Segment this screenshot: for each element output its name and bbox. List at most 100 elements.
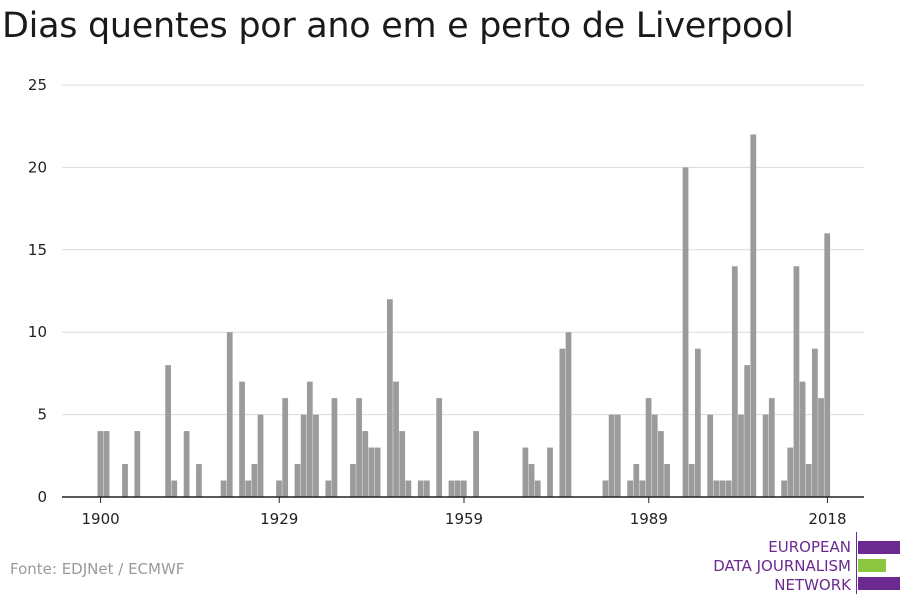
logo-line-1: EUROPEAN	[768, 538, 851, 556]
bar: 1999: 5	[707, 414, 714, 497]
bar: 1991: 4	[658, 431, 664, 497]
bar: 1949: 4	[399, 431, 406, 497]
bar: 2009: 6	[768, 398, 775, 497]
bar: 1904: 2	[122, 464, 128, 497]
x-tick-label: 1900	[81, 510, 119, 528]
bar: 2002: 1	[725, 480, 732, 497]
bar: 1944: 3	[368, 447, 375, 497]
x-tick-label: 1929	[260, 510, 298, 528]
bar: 1986: 1	[627, 480, 633, 497]
bars: 1900: 41901: 4 1904: 2 1906: 4 1911: 81912:…	[97, 134, 831, 497]
bar: 1959: 1	[460, 480, 467, 497]
y-tick-label: 15	[28, 241, 47, 259]
bar: 1971: 1	[534, 480, 541, 497]
chart-title: Dias quentes por ano em e perto de Liver…	[2, 6, 794, 46]
x-tick-label: 1959	[445, 510, 483, 528]
y-axis-tick-labels: 0 5 10 15 20 25	[28, 76, 47, 506]
bar: 1952: 1	[417, 480, 424, 497]
bar: 2008: 5	[762, 414, 769, 497]
bar: 1982: 1	[602, 480, 609, 497]
bar: 1987: 2	[633, 464, 640, 497]
bar: 1992: 2	[664, 464, 670, 497]
bar: 2012: 3	[787, 447, 794, 497]
bar: 1916: 2	[196, 464, 202, 497]
bar: 1945: 3	[374, 447, 381, 497]
bar: 1923: 7	[239, 381, 245, 497]
bar: 1953: 1	[423, 480, 430, 497]
bar: 2011: 1	[781, 480, 787, 497]
bar: 1990: 5	[651, 414, 658, 497]
bar: 1973: 3	[547, 447, 553, 497]
bar: 1997: 9	[694, 348, 701, 497]
bar: 2017: 6	[818, 398, 824, 497]
logo-bar-purple-bottom	[858, 577, 900, 590]
bar: 1950: 1	[405, 480, 412, 497]
bar: 1941: 2	[350, 464, 356, 497]
bar: 1942: 6	[356, 398, 362, 497]
bar: 1901: 4	[103, 431, 110, 497]
bar: 1938: 6	[331, 398, 338, 497]
bar: 1937: 1	[325, 480, 332, 497]
logo-text: EUROPEAN DATA JOURNALISM NETWORK	[713, 538, 851, 595]
bar: 1955: 6	[436, 398, 443, 497]
bar: 1947: 12	[387, 299, 393, 497]
bar: 1961: 4	[473, 431, 479, 497]
bar: 2006: 22	[750, 134, 757, 497]
y-tick-label: 10	[28, 323, 47, 341]
bar: 1958: 1	[454, 480, 461, 497]
y-tick-label: 25	[28, 76, 47, 94]
bar: 1921: 10	[226, 332, 233, 497]
bar: 2014: 7	[799, 381, 806, 497]
bar: 1920: 1	[220, 480, 227, 497]
bar: 1934: 7	[306, 381, 313, 497]
y-tick-label: 20	[28, 158, 47, 176]
bar: 2015: 2	[805, 464, 812, 497]
y-tick-label: 0	[37, 488, 47, 506]
bar: 1912: 1	[171, 480, 178, 497]
bar: 1970: 2	[528, 464, 535, 497]
source-note: Fonte: EDJNet / ECMWF	[10, 560, 185, 578]
bar: 1911: 8	[165, 365, 172, 497]
bar: 2005: 8	[744, 365, 751, 497]
x-tick-label: 1989	[630, 510, 668, 528]
bar: 1943: 4	[362, 431, 369, 497]
bar: 1929: 1	[276, 480, 282, 497]
y-tick-label: 5	[37, 406, 47, 424]
bar: 2018: 16	[824, 233, 831, 497]
x-tick-label: 2018	[808, 510, 846, 528]
bar: 1969: 3	[522, 447, 529, 497]
bar: 1976: 10	[565, 332, 572, 497]
logo-line-3: NETWORK	[774, 576, 851, 594]
bar: 2001: 1	[719, 480, 726, 497]
bar: 1975: 9	[559, 348, 566, 497]
bar: 1924: 1	[245, 480, 252, 497]
bar: 1935: 5	[313, 414, 319, 497]
bar: 1914: 4	[183, 431, 190, 497]
edjnet-logo: EUROPEAN DATA JOURNALISM NETWORK	[700, 532, 900, 596]
logo-bar-purple-top	[858, 541, 900, 554]
bar: 2004: 5	[738, 414, 744, 497]
bar: 1930: 6	[282, 398, 289, 497]
bar: 1948: 7	[393, 381, 399, 497]
bar: 1933: 5	[300, 414, 307, 497]
x-axis: 1900 1929 1959 1989 2018	[62, 496, 864, 528]
bar: 2000: 1	[713, 480, 720, 497]
logo-bar-green	[858, 559, 886, 572]
bar: 1996: 2	[688, 464, 695, 497]
bar: 2013: 14	[793, 266, 800, 497]
bar: 1926: 5	[257, 414, 264, 497]
bar: 1988: 1	[639, 480, 646, 497]
bar: 1900: 4	[97, 431, 104, 497]
bar: 1906: 4	[134, 431, 141, 497]
bar: 1989: 6	[645, 398, 652, 497]
bar: 1984: 5	[614, 414, 621, 497]
bar: 1957: 1	[448, 480, 455, 497]
bar: 1932: 2	[294, 464, 301, 497]
bar: 1995: 20	[682, 167, 689, 497]
bar: 1925: 2	[251, 464, 258, 497]
logo-divider	[856, 532, 857, 594]
logo-line-2: DATA JOURNALISM	[713, 557, 851, 575]
bar: 2016: 9	[812, 348, 818, 497]
bar: 1983: 5	[608, 414, 615, 497]
